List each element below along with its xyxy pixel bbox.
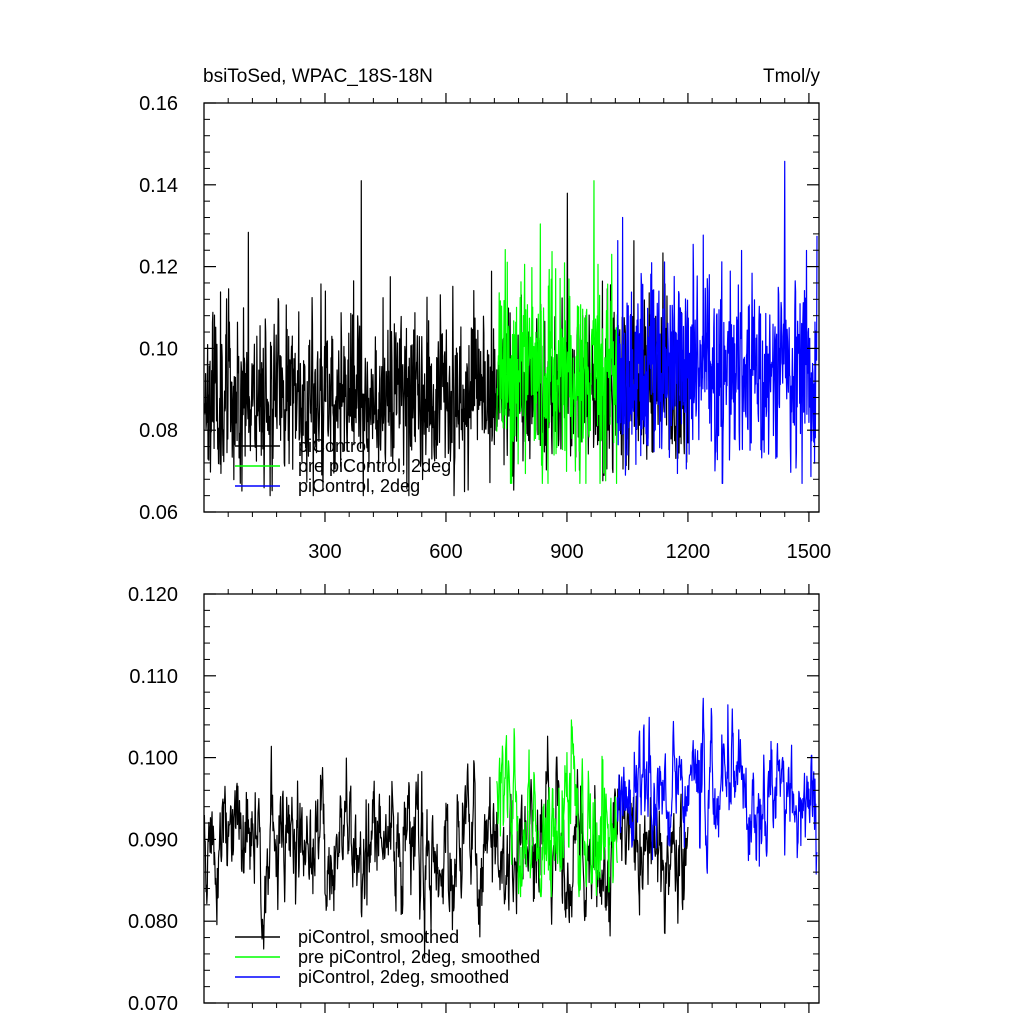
top-y-tick-labels: 0.06 0.08 0.10 0.12 0.14 0.16 bbox=[139, 93, 178, 524]
y-tick-label: 0.110 bbox=[129, 666, 178, 688]
y-tick-label: 0.16 bbox=[139, 93, 178, 115]
x-tick-label: 1500 bbox=[787, 541, 832, 563]
y-tick-label: 0.14 bbox=[139, 175, 178, 197]
y-tick-label: 0.090 bbox=[128, 829, 178, 851]
series-line-3 bbox=[616, 160, 818, 484]
legend-label-3: piControl, 2deg, smoothed bbox=[298, 967, 509, 987]
bottom-axis-ticks bbox=[204, 584, 819, 1013]
legend-label-1: piControl, smoothed bbox=[298, 927, 459, 947]
y-tick-label: 0.10 bbox=[139, 338, 178, 360]
series-line-3 bbox=[616, 697, 818, 875]
y-tick-label: 0.08 bbox=[139, 420, 178, 442]
legend-label-2: pre piControl, 2deg, smoothed bbox=[298, 947, 540, 967]
top-plot-frame bbox=[203, 102, 820, 513]
top-title: bsiToSed, WPAC_18S-18N bbox=[203, 66, 433, 87]
top-axis-ticks bbox=[204, 93, 819, 522]
legend-label-1: piControl bbox=[298, 436, 370, 456]
x-tick-label: 300 bbox=[308, 541, 341, 563]
top-series-lines bbox=[203, 160, 818, 497]
y-tick-label: 0.100 bbox=[128, 748, 178, 770]
legend-label-2: pre piControl, 2deg bbox=[298, 456, 451, 476]
y-tick-label: 0.070 bbox=[128, 993, 178, 1015]
top-panel: bsiToSed, WPAC_18S-18N Tmol/y 0.060.080.… bbox=[139, 66, 831, 563]
legend-label-3: piControl, 2deg bbox=[298, 476, 420, 496]
x-tick-label: 600 bbox=[429, 541, 462, 563]
series-line-2 bbox=[496, 719, 618, 898]
bottom-y-tick-labels: 0.070 0.080 0.090 0.100 0.110 0.120 bbox=[128, 584, 178, 1015]
y-tick-label: 0.12 bbox=[139, 257, 178, 279]
bottom-plot-frame bbox=[203, 593, 820, 1004]
top-units: Tmol/y bbox=[763, 66, 821, 87]
y-tick-label: 0.06 bbox=[139, 502, 178, 524]
bottom-series-lines bbox=[203, 697, 818, 959]
series-line-1 bbox=[203, 735, 689, 959]
x-tick-label: 900 bbox=[550, 541, 583, 563]
x-tick-label: 1200 bbox=[666, 541, 711, 563]
y-tick-label: 0.120 bbox=[128, 584, 178, 606]
y-tick-label: 0.080 bbox=[128, 911, 178, 933]
bottom-panel: 0.070 0.080 0.090 0.100 0.110 0.120 piControl… bbox=[128, 584, 820, 1015]
series-line-2 bbox=[496, 180, 618, 484]
top-x-tick-labels: 300 600 900 1200 1500 bbox=[308, 541, 831, 563]
